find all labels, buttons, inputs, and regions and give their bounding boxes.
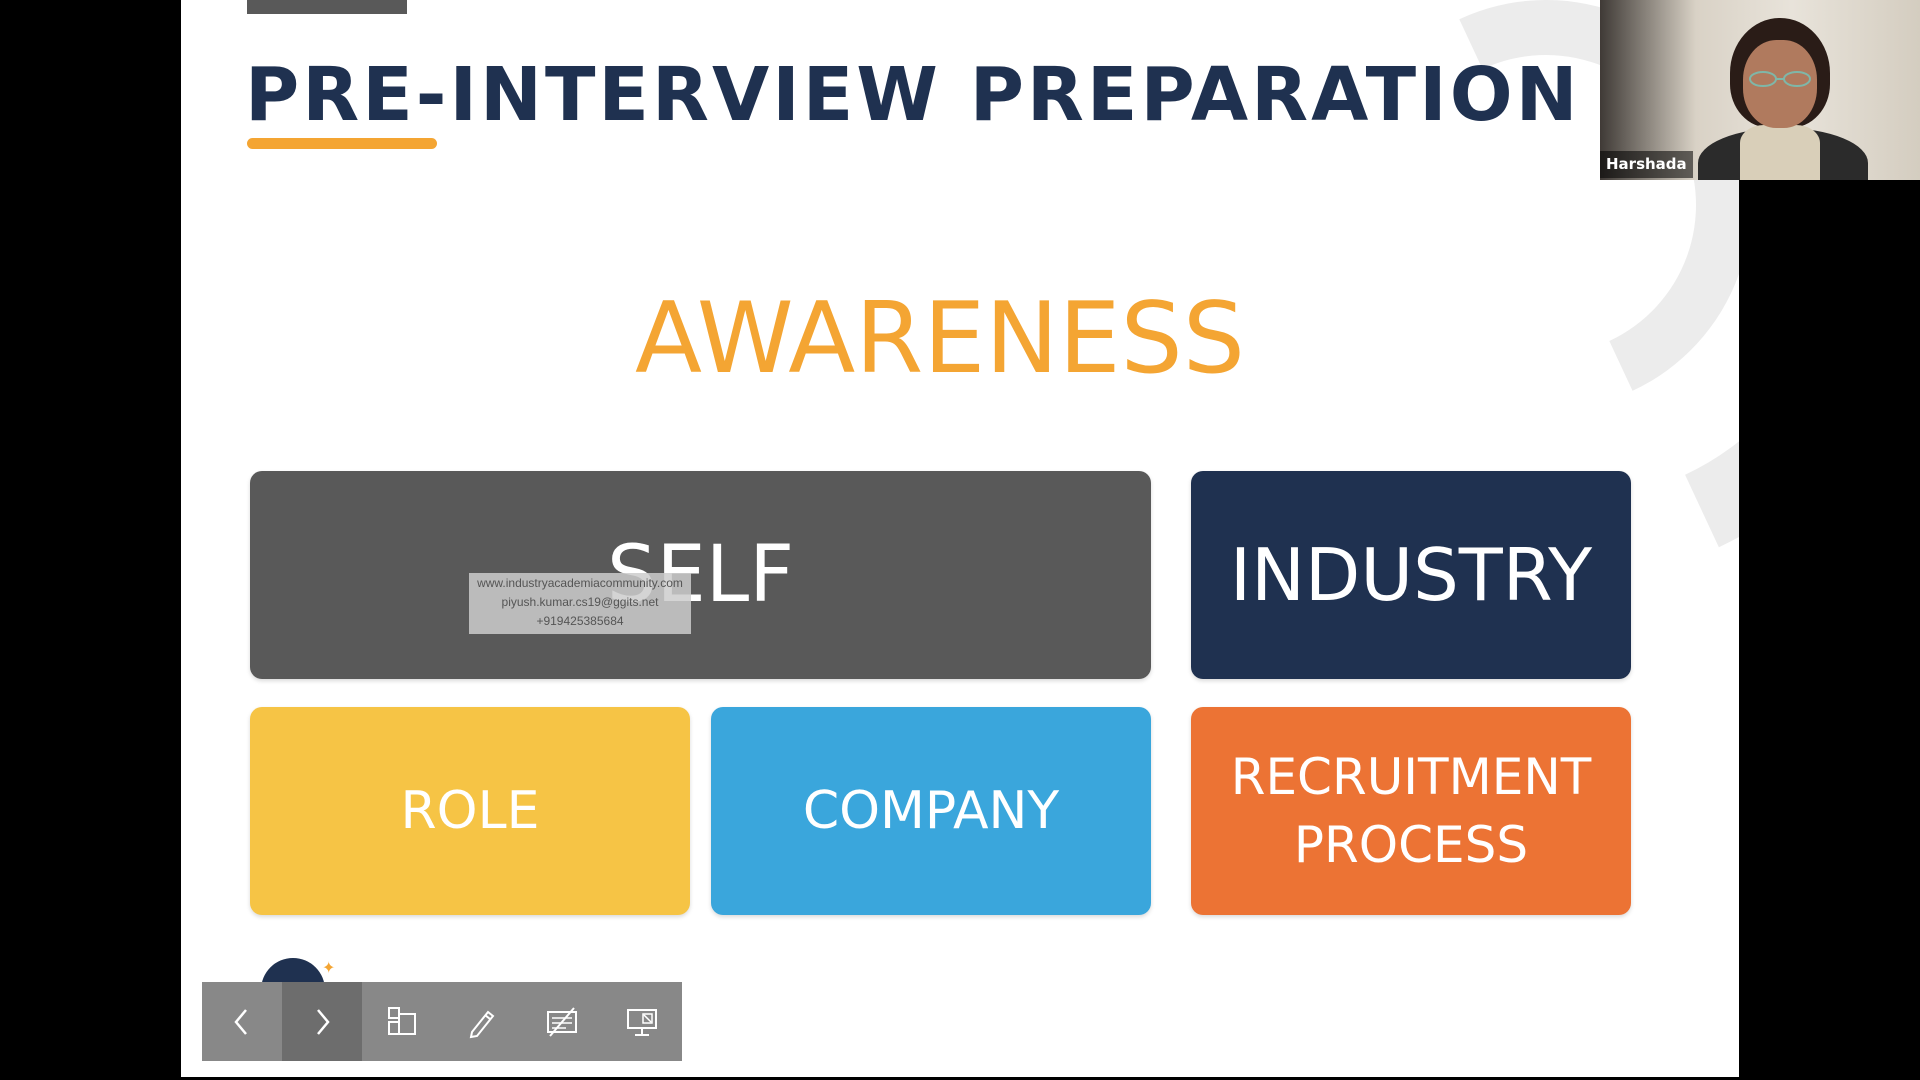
slide-subtitle: AWARENESS: [181, 282, 1739, 396]
card-industry-label: INDUSTRY: [1229, 533, 1593, 617]
watermark-email: piyush.kumar.cs19@ggits.net: [501, 595, 659, 609]
participant-scarf: [1740, 125, 1820, 180]
card-role-label: ROLE: [400, 781, 540, 841]
subtitles-icon: [547, 1006, 577, 1037]
presentation-icon: [627, 1008, 657, 1036]
watermark-overlay: www.industryacademiacommunity.com piyush…: [469, 573, 691, 634]
watermark-phone: +919425385684: [536, 614, 624, 628]
awareness-heading: AWARENESS: [635, 282, 1245, 396]
card-company-label: COMPANY: [802, 781, 1060, 841]
previous-slide-button[interactable]: [202, 982, 282, 1061]
card-self: SELF: [250, 471, 1151, 679]
logo-spark-icon: ✦: [322, 958, 336, 977]
see-all-slides-button[interactable]: [362, 982, 442, 1061]
participant-name-tag: Harshada: [1600, 151, 1693, 178]
card-company: COMPANY: [711, 707, 1151, 915]
card-recruitment-label: RECRUITMENT PROCESS: [1230, 748, 1592, 874]
presenter-options-button[interactable]: [602, 982, 682, 1061]
participant-video-tile[interactable]: Harshada: [1600, 0, 1920, 180]
chevron-left-icon: [234, 1008, 247, 1035]
watermark-website: www.industryacademiacommunity.com: [477, 576, 683, 590]
subtitles-button[interactable]: [522, 982, 602, 1061]
card-industry: INDUSTRY: [1191, 471, 1631, 679]
card-recruitment-process: RECRUITMENT PROCESS: [1191, 707, 1631, 915]
title-underline: [247, 138, 437, 149]
presentation-slide: PRE-INTERVIEW PREPARATION AWARENESS SELF…: [181, 0, 1739, 1077]
slides-grid-icon: [388, 1006, 416, 1035]
slide-top-tab: [247, 0, 407, 14]
chevron-right-icon: [317, 1008, 330, 1035]
slideshow-toolbar: [202, 982, 682, 1061]
pen-tool-button[interactable]: [442, 982, 522, 1061]
next-slide-button[interactable]: [282, 982, 362, 1061]
pen-icon: [469, 1010, 495, 1038]
glasses-icon: [1749, 71, 1811, 87]
card-role: ROLE: [250, 707, 690, 915]
slide-title: PRE-INTERVIEW PREPARATION: [245, 52, 1581, 138]
